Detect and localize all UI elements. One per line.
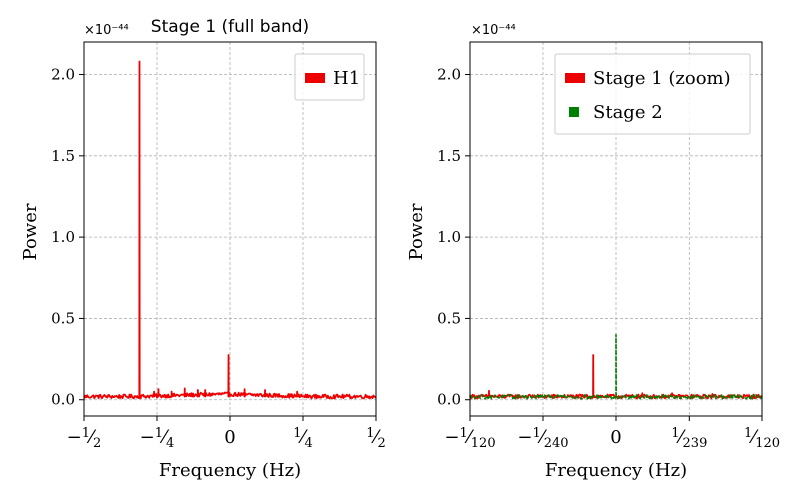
y-tick-label: 0.5	[51, 309, 75, 327]
y-tick-label: 0.5	[437, 309, 461, 327]
svg-text:−1⁄120: −1⁄120	[444, 426, 495, 451]
x-tick-label: 1⁄120	[744, 426, 780, 451]
series-line-h1	[83, 60, 377, 400]
x-tick-label: 0	[610, 427, 621, 448]
y-axis-label: Power	[406, 203, 427, 260]
legend-box	[294, 53, 365, 101]
x-tick-label: 1⁄239	[671, 426, 707, 451]
svg-text:−1⁄4: −1⁄4	[140, 426, 175, 451]
y-tick-label: 2.0	[437, 66, 461, 84]
svg-text:0: 0	[610, 427, 621, 448]
x-tick-label: 1⁄4	[293, 426, 313, 451]
legend-swatch	[305, 73, 325, 83]
y-offset-text: ×10⁻⁴⁴	[84, 23, 129, 38]
x-axis-label: Frequency (Hz)	[159, 460, 301, 481]
svg-text:−1⁄240: −1⁄240	[517, 426, 568, 451]
legend-label: Stage 1 (zoom)	[593, 68, 731, 89]
legend-box	[554, 53, 751, 135]
x-tick-label: 1⁄2	[366, 426, 386, 451]
chart-panel-left: Stage 1 (full band) ×10⁻⁴⁴ Power Frequen…	[20, 17, 386, 481]
y-tick-label: 2.0	[51, 66, 75, 84]
y-tick-label: 0.0	[51, 391, 75, 409]
y-tick-label: 1.0	[437, 228, 461, 246]
y-offset-text: ×10⁻⁴⁴	[471, 23, 516, 38]
x-tick-label: −1⁄2	[67, 426, 102, 451]
svg-text:1⁄2: 1⁄2	[366, 426, 386, 451]
svg-text:0: 0	[224, 427, 235, 448]
x-tick-label: −1⁄120	[444, 426, 495, 451]
y-axis-label: Power	[20, 203, 41, 260]
legend: Stage 1 (zoom) Stage 2	[554, 53, 751, 135]
chart-panel-right: ×10⁻⁴⁴ Power Frequency (Hz) 0.0 0.5 1.0 1.5…	[406, 23, 780, 481]
svg-text:1⁄120: 1⁄120	[744, 426, 780, 451]
y-tick-label: 1.5	[51, 147, 75, 165]
svg-text:−1⁄2: −1⁄2	[67, 426, 102, 451]
series-line-stage-2	[469, 333, 763, 400]
legend-swatch	[569, 107, 579, 117]
svg-text:1⁄4: 1⁄4	[293, 426, 313, 451]
legend-label: Stage 2	[593, 102, 663, 123]
legend: H1	[294, 53, 365, 101]
y-tick-label: 1.5	[437, 147, 461, 165]
x-tick-label: −1⁄4	[140, 426, 175, 451]
x-tick-label: 0	[224, 427, 235, 448]
y-tick-label: 0.0	[437, 391, 461, 409]
y-tick-label: 1.0	[51, 228, 75, 246]
x-axis-label: Frequency (Hz)	[545, 460, 687, 481]
svg-text:1⁄239: 1⁄239	[671, 426, 707, 451]
legend-swatch	[565, 73, 585, 83]
chart-title: Stage 1 (full band)	[151, 17, 309, 37]
legend-label: H1	[333, 68, 360, 89]
x-tick-label: −1⁄240	[517, 426, 568, 451]
